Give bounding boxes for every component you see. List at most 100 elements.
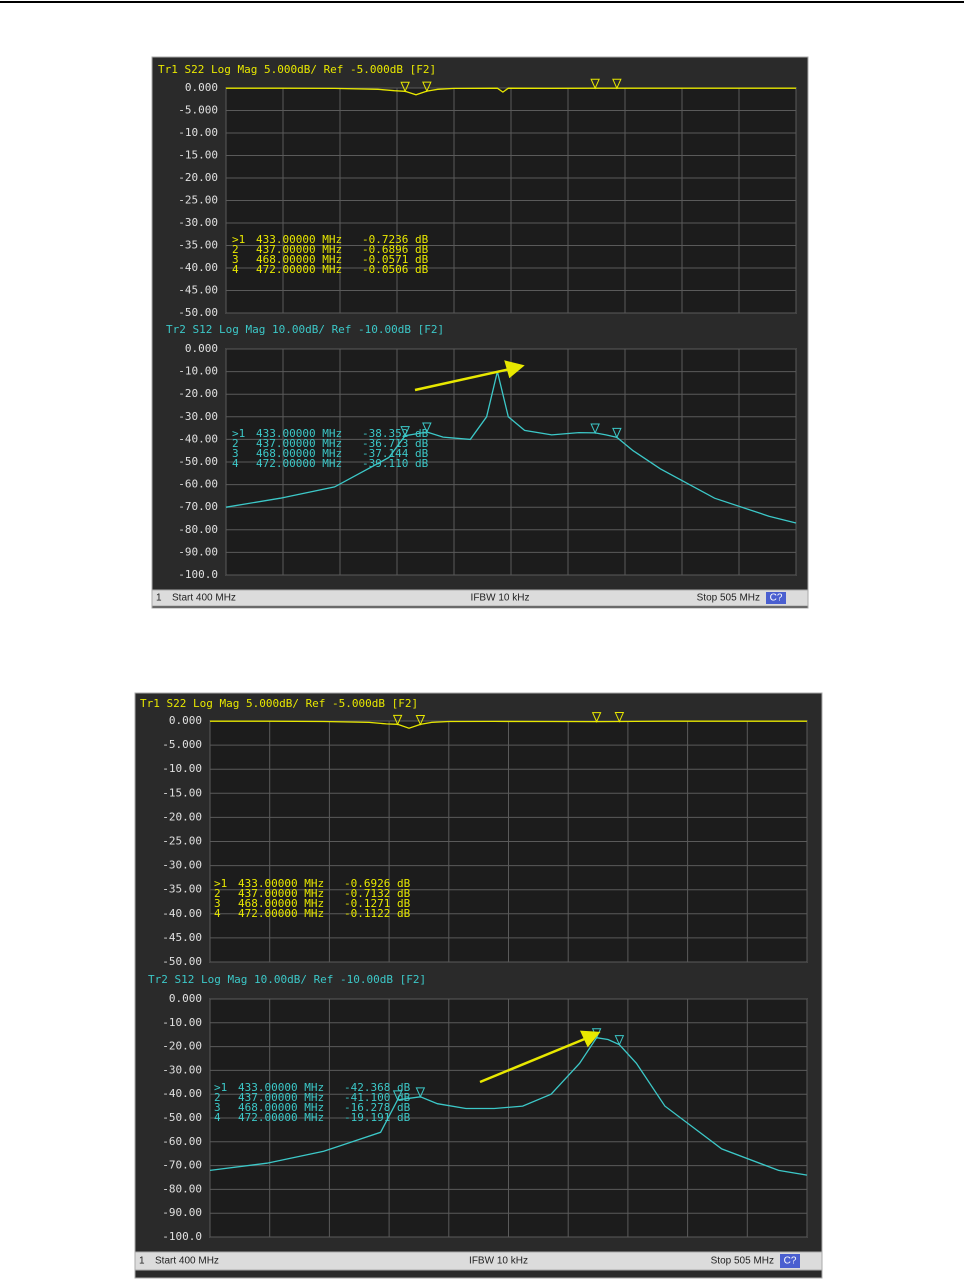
marker [400,81,410,93]
marker-frequency: 433.00000 MHz [256,427,342,440]
marker-value: -19.191 dB [344,1111,411,1124]
stop-frequency: Stop 505 MHz [697,593,760,604]
y-tick-label: -40.00 [178,261,218,274]
marker-value: -39.110 dB [362,457,429,470]
marker [415,1087,426,1099]
y-tick-label: -5.000 [178,104,218,117]
marker-frequency: 468.00000 MHz [256,253,342,266]
marker-value: -16.278 dB [344,1101,411,1114]
y-tick-label: 0.000 [185,342,218,355]
marker [415,714,426,726]
marker-name: 3 [214,897,221,910]
start-frequency: Start 400 MHz [172,593,236,604]
y-tick-label: -50.00 [178,455,218,468]
marker-value: -36.713 dB [362,437,429,450]
y-tick-label: -20.00 [162,1040,202,1053]
y-tick-label: -10.00 [162,762,202,775]
y-tick-label: -5.000 [162,738,202,751]
marker-name: 2 [214,887,221,900]
marker-name: 3 [232,447,239,460]
marker [422,81,432,93]
button-label: C? [770,593,783,604]
y-tick-label: -60.00 [162,1135,202,1148]
y-tick-label: -30.00 [162,859,202,872]
marker-value: -0.6896 dB [362,243,429,256]
status-bar [134,1251,823,1271]
marker-value: -0.6926 dB [344,877,411,890]
trace-title: Tr1 S22 Log Mag 5.000dB/ Ref -5.000dB [F… [158,63,436,76]
marker-name: 2 [232,243,239,256]
marker [392,714,403,726]
annotation-arrows [414,360,601,1084]
ifbw: IFBW 10 kHz [471,593,530,604]
arrow [414,367,511,392]
marker-name: 2 [214,1091,221,1104]
marker-frequency: 468.00000 MHz [256,447,342,460]
y-tick-label: -35.00 [178,239,218,252]
y-tick-label: 0.000 [169,992,202,1005]
y-tick-label: -40.00 [178,432,218,445]
y-tick-label: -80.00 [162,1182,202,1195]
channel: 1 [139,1256,145,1267]
marker-name: >1 [232,427,245,440]
marker-frequency: 472.00000 MHz [238,1111,324,1124]
marker-value: -0.1122 dB [344,907,411,920]
y-tick-label: 0.000 [169,714,202,727]
trace-title: Tr2 S12 Log Mag 10.00dB/ Ref -10.00dB [F… [148,973,426,986]
marker-value: -38.352 dB [362,427,429,440]
arrow-head [579,1030,601,1048]
y-tick-label: -40.00 [162,1087,202,1100]
y-tick-label: -90.00 [178,545,218,558]
trace [209,1036,808,1176]
y-tick-label: -50.00 [178,306,218,319]
marker-name: 4 [214,907,221,920]
marker-frequency: 468.00000 MHz [238,897,324,910]
y-tick-label: -20.00 [178,171,218,184]
arrow [479,1036,588,1084]
marker-value: -0.7132 dB [344,887,411,900]
marker-frequency: 433.00000 MHz [256,233,342,246]
y-tick-label: -50.00 [162,955,202,968]
marker [591,712,602,723]
marker-frequency: 472.00000 MHz [256,457,342,470]
y-tick-label: -100.0 [178,568,218,581]
y-tick-label: -15.00 [178,149,218,162]
y-tick-label: -10.00 [162,1016,202,1029]
marker [400,426,410,437]
button [780,1254,800,1268]
start-frequency: Start 400 MHz [155,1256,219,1267]
y-tick-label: -80.00 [178,523,218,536]
marker-value: -0.7236 dB [362,233,429,246]
y-tick-label: -70.00 [162,1159,202,1172]
marker [614,1035,625,1046]
y-tick-label: -45.00 [178,284,218,297]
marker-value: -42.368 dB [344,1081,411,1094]
y-tick-label: -100.0 [162,1230,202,1243]
marker-name: 4 [214,1111,221,1124]
trace-title: Tr2 S12 Log Mag 10.00dB/ Ref -10.00dB [F… [166,323,444,336]
y-tick-label: -15.00 [162,786,202,799]
trace [210,720,807,729]
ifbw: IFBW 10 kHz [469,1256,528,1267]
y-tick-label: -45.00 [162,931,202,944]
chart-layer: Tr1 S22 Log Mag 5.000dB/ Ref -5.000dB [F… [140,63,808,1243]
y-tick-label: -30.00 [178,216,218,229]
marker-name: 4 [232,457,239,470]
y-tick-label: -35.00 [162,883,202,896]
trace [225,371,797,524]
marker-name: 3 [232,253,239,266]
marker-name: 2 [232,437,239,450]
status-layer: 1 Start 400 MHz IFBW 10 kHz Stop 505 MHz C? 1… [134,589,823,1271]
stop-frequency: Stop 505 MHz [711,1256,774,1267]
y-tick-label: -25.00 [162,835,202,848]
y-tick-label: -20.00 [162,810,202,823]
y-tick-label: -25.00 [178,194,218,207]
marker-name: >1 [214,877,227,890]
marker-value: -0.0506 dB [362,263,429,276]
marker-value: -41.100 dB [344,1091,411,1104]
arrow-head [504,360,525,379]
marker [422,422,432,434]
y-tick-label: -40.00 [162,907,202,920]
marker-frequency: 433.00000 MHz [238,1081,324,1094]
